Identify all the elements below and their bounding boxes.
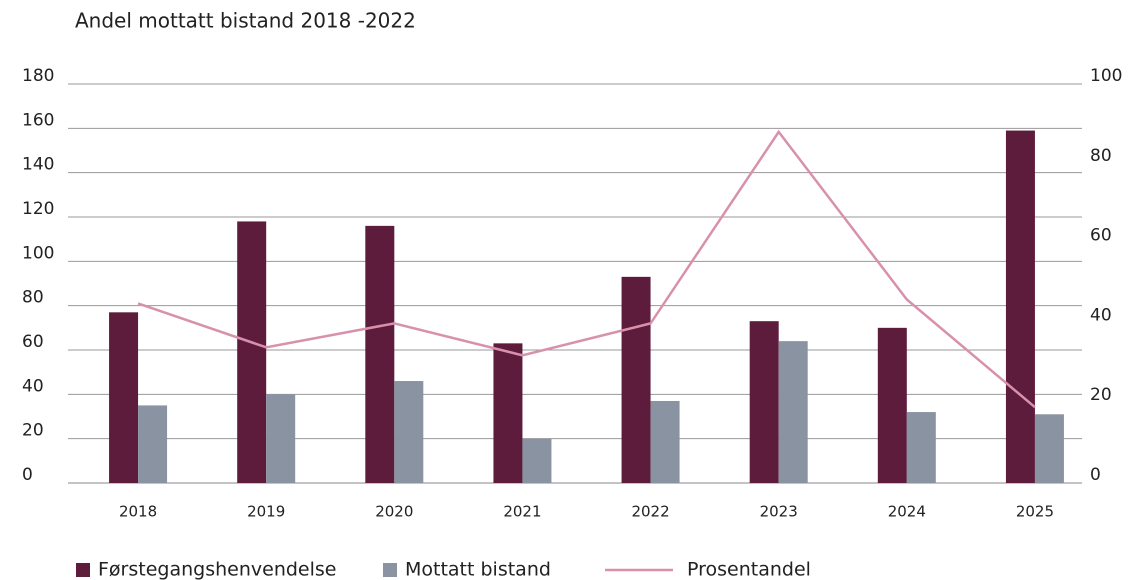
y-tick-label: 140 bbox=[22, 155, 54, 175]
x-tick-label: 2021 bbox=[503, 503, 541, 521]
bar bbox=[778, 341, 808, 483]
bar bbox=[138, 405, 168, 483]
x-tick-label: 2018 bbox=[119, 503, 157, 521]
y-tick-label: 20 bbox=[22, 421, 44, 441]
legend-label: Førstegangshenvendelse bbox=[98, 559, 336, 580]
legend-swatch bbox=[383, 563, 397, 577]
x-tick-label: 2024 bbox=[888, 503, 926, 521]
y-tick-label: 120 bbox=[22, 199, 54, 219]
y-tick-label: 0 bbox=[22, 465, 33, 485]
legend-label: Mottatt bistand bbox=[405, 559, 551, 580]
x-tick-label: 2023 bbox=[760, 503, 798, 521]
x-tick-label: 2022 bbox=[631, 503, 669, 521]
legend-label: Prosentandel bbox=[687, 559, 811, 580]
bar bbox=[266, 394, 296, 483]
bar bbox=[749, 321, 779, 483]
y-tick-label: 80 bbox=[22, 288, 44, 308]
y-tick-label: 100 bbox=[22, 243, 54, 263]
y-tick-label: 180 bbox=[22, 66, 54, 86]
y-tick-label: 60 bbox=[22, 332, 44, 352]
bar bbox=[906, 412, 936, 483]
bar bbox=[365, 225, 395, 483]
x-tick-label: 2019 bbox=[247, 503, 285, 521]
chart-title: Andel mottatt bistand 2018 -2022 bbox=[75, 9, 416, 33]
legend-swatch bbox=[76, 563, 90, 577]
x-tick-label: 2025 bbox=[1016, 503, 1054, 521]
y2-tick-label: 60 bbox=[1090, 226, 1112, 246]
bar bbox=[621, 276, 651, 483]
bar bbox=[650, 400, 680, 483]
y-tick-label: 40 bbox=[22, 376, 44, 396]
bar bbox=[237, 221, 267, 483]
y2-tick-label: 20 bbox=[1090, 385, 1112, 405]
bar bbox=[493, 343, 523, 483]
bar bbox=[1034, 414, 1064, 483]
y2-tick-label: 0 bbox=[1090, 465, 1101, 485]
bar bbox=[1005, 130, 1035, 484]
line-series bbox=[137, 129, 1036, 409]
bar bbox=[109, 312, 139, 483]
bar bbox=[522, 438, 552, 483]
bar bbox=[394, 381, 424, 483]
y2-tick-label: 100 bbox=[1090, 66, 1122, 86]
y2-tick-label: 80 bbox=[1090, 146, 1112, 166]
x-tick-label: 2020 bbox=[375, 503, 413, 521]
y2-tick-label: 40 bbox=[1090, 305, 1112, 325]
bar bbox=[877, 327, 907, 483]
y-tick-label: 160 bbox=[22, 110, 54, 130]
